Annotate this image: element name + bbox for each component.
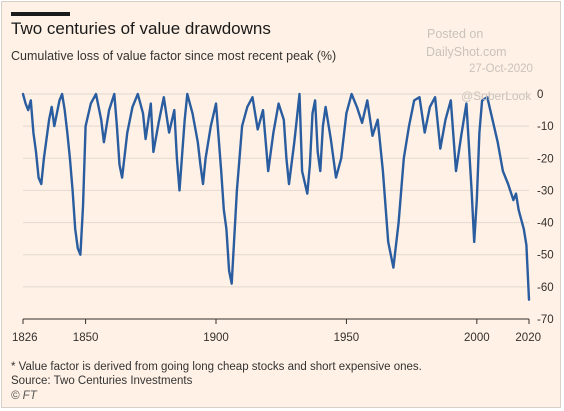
x-tick-label: 1950 [334, 332, 360, 344]
y-tick-label: -30 [537, 185, 554, 197]
y-tick-label: 0 [537, 89, 543, 101]
y-tick-labels: 0 -10 -20 -30 -40 -50 -60 -70 [537, 89, 554, 326]
series-line [21, 92, 531, 301]
x-tick-label: 1826 [12, 332, 38, 344]
x-tick-label: 2020 [515, 332, 541, 344]
series-group [21, 92, 531, 301]
x-tick-label: 1900 [203, 332, 229, 344]
source-note: Source: Two Centuries Investments [11, 375, 193, 387]
x-ticks: 1826 1850 1900 1950 2000 2020 [12, 318, 541, 344]
chart-subtitle: Cumulative loss of value factor since mo… [11, 49, 337, 63]
y-tick-label: -10 [537, 121, 554, 133]
watermark-handle: @SoberLook [461, 89, 532, 103]
watermark-date: 27-Oct-2020 [469, 63, 533, 75]
x-tick-label: 2000 [464, 332, 490, 344]
ft-credit: © FT [11, 390, 37, 402]
watermark-site: DailyShot.com [426, 45, 507, 59]
title-rule [11, 12, 70, 16]
y-tick-label: -60 [537, 282, 554, 294]
y-tick-label: -50 [537, 250, 554, 262]
chart-title: Two centuries of value drawdowns [11, 19, 271, 38]
y-tick-label: -40 [537, 218, 554, 230]
y-tick-label: -20 [537, 153, 554, 165]
footnote: * Value factor is derived from going lon… [11, 361, 422, 373]
watermark-posted-on: Posted on [427, 27, 484, 41]
y-tick-label: -70 [537, 314, 554, 326]
x-tick-label: 1850 [73, 332, 99, 344]
